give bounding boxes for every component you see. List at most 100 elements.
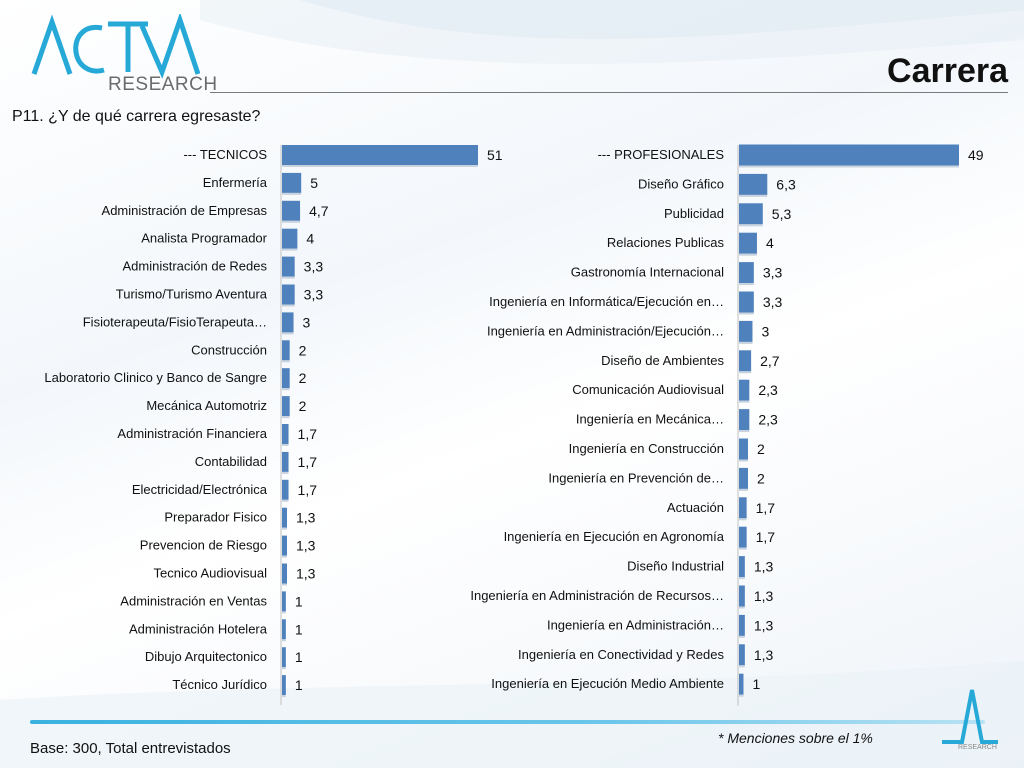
bar	[739, 203, 763, 225]
value-label: 1,3	[754, 647, 774, 663]
bar-shadow	[282, 611, 286, 614]
value-label: 3,3	[763, 294, 783, 310]
bar	[739, 409, 750, 431]
bar-shadow	[282, 583, 287, 586]
corner-logo-text: RESEARCH	[958, 744, 997, 751]
bar-shadow	[282, 332, 294, 335]
category-label: Prevencion de Riesgo	[140, 538, 267, 553]
bar-shadow	[282, 695, 286, 698]
bar-shadow	[282, 360, 290, 363]
value-label: 2	[299, 398, 307, 414]
bar	[282, 451, 289, 472]
category-label: Administración Financiera	[117, 426, 267, 441]
value-label: 1,3	[296, 566, 316, 582]
value-label: 1	[752, 676, 760, 692]
category-label: Actuación	[667, 500, 724, 515]
value-label: 1	[295, 593, 303, 609]
value-label: 6,3	[776, 176, 796, 192]
value-label: 5	[310, 175, 318, 191]
bar-shadow	[282, 667, 286, 670]
bar	[739, 556, 745, 578]
value-label: 1	[295, 677, 303, 693]
category-label: Ingeniería en Ejecución en Agronomía	[504, 529, 725, 544]
bottom-divider	[30, 720, 985, 724]
bar-shadow	[739, 400, 750, 403]
bar-shadow	[739, 253, 757, 256]
bar	[739, 379, 750, 401]
bar	[739, 350, 752, 372]
bar	[282, 228, 298, 249]
category-label: Comunicación Audiovisual	[572, 382, 724, 397]
value-label: 4,7	[309, 203, 329, 219]
bar-shadow	[739, 694, 744, 697]
value-label: 3,3	[763, 265, 783, 281]
bar	[739, 173, 768, 195]
bar-shadow	[282, 471, 289, 474]
value-label: 1,7	[298, 482, 318, 498]
value-label: 1,3	[754, 588, 774, 604]
value-label: 3	[761, 323, 769, 339]
bar	[282, 312, 294, 333]
bar-shadow	[739, 283, 754, 286]
value-label: 4	[306, 231, 314, 247]
bar-shadow	[282, 527, 287, 530]
bar	[282, 284, 295, 305]
bar	[739, 497, 747, 519]
value-label: 1	[295, 621, 303, 637]
bar	[739, 673, 744, 695]
bar-shadow	[739, 577, 745, 580]
bar-shadow	[739, 430, 750, 433]
value-label: 2,3	[758, 382, 778, 398]
category-label: Diseño Industrial	[627, 559, 724, 574]
category-label: --- TECNICOS	[183, 147, 267, 162]
category-label: Construcción	[191, 342, 267, 357]
bar-shadow	[282, 555, 287, 558]
bar	[282, 145, 478, 165]
bar	[282, 675, 286, 696]
bar-shadow	[282, 276, 295, 279]
bar	[739, 262, 754, 284]
value-label: 5,3	[772, 206, 792, 222]
bar	[282, 591, 286, 612]
footnote: * Menciones sobre el 1%	[718, 730, 873, 746]
bar	[282, 172, 302, 193]
value-label: 2	[299, 342, 307, 358]
bar	[282, 563, 287, 584]
value-label: 3,3	[304, 259, 324, 275]
bar-shadow	[739, 371, 752, 374]
value-label: 2	[757, 441, 765, 457]
category-label: Ingeniería en Conectividad y Redes	[518, 647, 724, 662]
value-label: 2	[299, 370, 307, 386]
bar	[739, 467, 748, 489]
bar	[282, 479, 289, 500]
bar	[282, 535, 287, 556]
value-label: 2,3	[758, 412, 778, 428]
category-label: Relaciones Publicas	[607, 235, 725, 250]
category-label: Mecánica Automotriz	[146, 398, 267, 413]
bar-shadow	[739, 341, 753, 344]
category-label: --- PROFESIONALES	[598, 147, 725, 162]
bar	[282, 256, 295, 277]
category-label: Publicidad	[664, 206, 724, 221]
category-label: Diseño Gráfico	[638, 176, 724, 191]
bar	[282, 619, 286, 640]
category-label: Turismo/Turismo Aventura	[116, 287, 268, 302]
value-label: 3,3	[304, 287, 324, 303]
bar	[282, 507, 287, 528]
category-label: Contabilidad	[195, 454, 267, 469]
category-label: Ingeniería en Administración de Recursos…	[470, 588, 724, 603]
category-label: Administración Hotelera	[129, 621, 268, 636]
value-label: 1,7	[756, 529, 776, 545]
bar-shadow	[739, 488, 748, 491]
category-label: Ingeniería en Mecánica…	[576, 412, 724, 427]
bar	[282, 424, 289, 444]
bar-shadow	[282, 444, 289, 446]
category-label: Administración en Ventas	[120, 593, 267, 608]
bar	[739, 644, 745, 666]
bar-shadow	[282, 304, 295, 307]
bar	[739, 614, 745, 636]
value-label: 2	[757, 470, 765, 486]
bar	[282, 647, 286, 668]
bar-shadow	[282, 192, 302, 195]
